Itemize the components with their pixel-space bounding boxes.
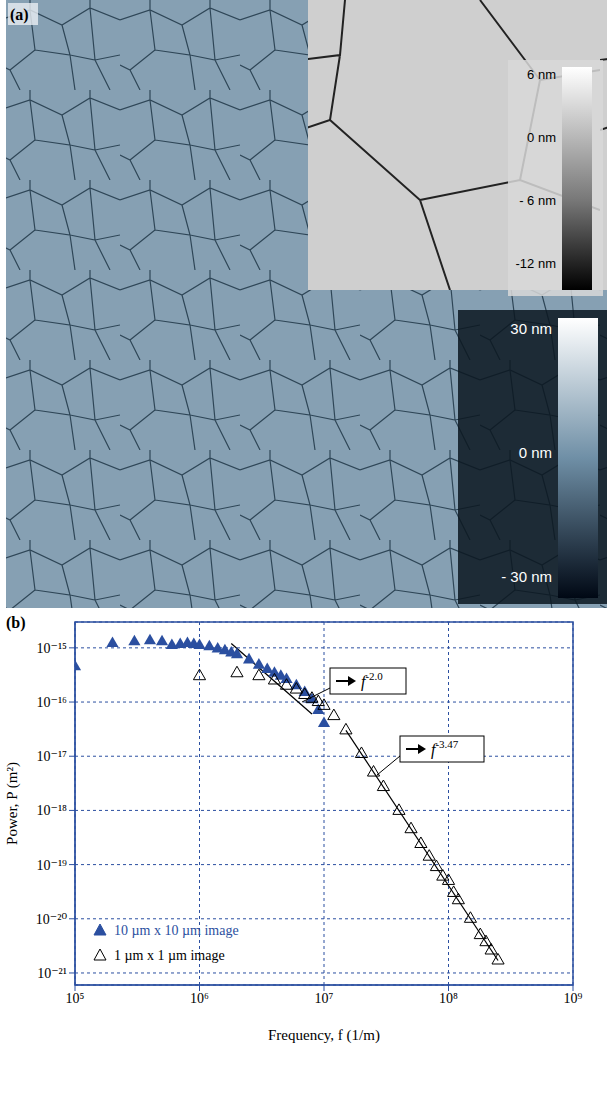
- svg-text:-12 nm: -12 nm: [516, 256, 556, 271]
- svg-text:0 nm: 0 nm: [527, 130, 556, 145]
- svg-text:- 6 nm: - 6 nm: [519, 193, 556, 208]
- svg-text:30 nm: 30 nm: [510, 320, 552, 337]
- svg-text:0 nm: 0 nm: [519, 444, 552, 461]
- svg-text:f-2.0: f-2.0: [361, 670, 383, 691]
- svg-text:10⁶: 10⁶: [190, 991, 209, 1006]
- svg-text:10⁻¹⁵: 10⁻¹⁵: [37, 641, 68, 656]
- svg-text:10⁻¹⁶: 10⁻¹⁶: [37, 695, 68, 710]
- svg-text:10⁻¹⁹: 10⁻¹⁹: [37, 858, 68, 873]
- svg-text:10⁻¹⁸: 10⁻¹⁸: [37, 803, 68, 818]
- svg-text:(b): (b): [6, 614, 26, 632]
- svg-text:f-3.47: f-3.47: [431, 738, 459, 759]
- svg-text:10⁹: 10⁹: [564, 991, 583, 1006]
- svg-text:10⁸: 10⁸: [439, 991, 458, 1006]
- svg-text:10⁻¹⁷: 10⁻¹⁷: [37, 749, 68, 764]
- svg-text:10⁻²¹: 10⁻²¹: [37, 966, 67, 981]
- svg-text:10⁵: 10⁵: [66, 991, 85, 1006]
- svg-text:10⁷: 10⁷: [315, 991, 334, 1006]
- svg-text:10⁻²⁰: 10⁻²⁰: [36, 912, 68, 927]
- svg-text:Power, P (m²): Power, P (m²): [4, 762, 21, 845]
- svg-text:1 µm x 1 µm image: 1 µm x 1 µm image: [114, 948, 225, 963]
- svg-text:Frequency, f (1/m): Frequency, f (1/m): [268, 1027, 380, 1044]
- svg-text:(a): (a): [10, 6, 29, 24]
- svg-text:10 µm x 10 µm image: 10 µm x 10 µm image: [114, 923, 239, 938]
- svg-text:- 30 nm: - 30 nm: [501, 568, 552, 585]
- svg-text:6 nm: 6 nm: [527, 67, 556, 82]
